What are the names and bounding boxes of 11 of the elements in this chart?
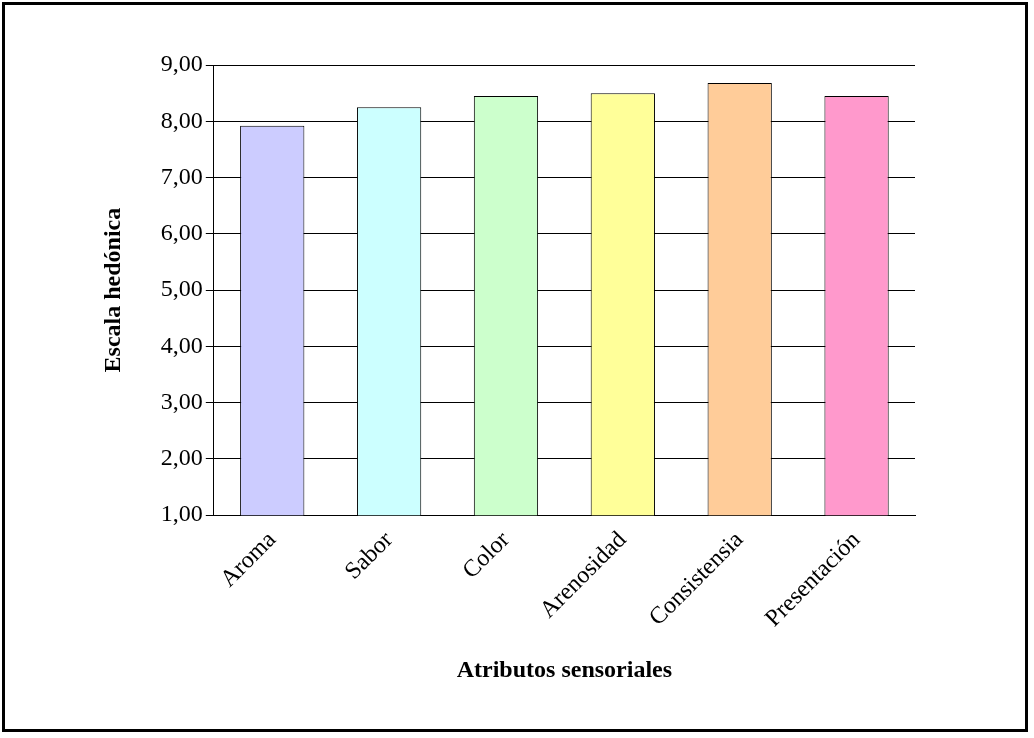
y-tick-label: 9,00 <box>160 50 203 77</box>
y-axis-title: Escala hedónica <box>98 207 125 373</box>
y-tick-label: 3,00 <box>160 387 203 414</box>
y-tick-label: 1,00 <box>160 500 203 527</box>
y-tick-label: 7,00 <box>160 162 203 189</box>
y-tick-label: 2,00 <box>160 444 203 471</box>
y-tick-label: 5,00 <box>160 275 203 302</box>
y-tick-label: 8,00 <box>160 106 203 133</box>
y-tick-label: 4,00 <box>160 331 203 358</box>
x-axis-title: Atributos sensoriales <box>456 655 673 682</box>
y-tick-label: 6,00 <box>160 219 203 246</box>
